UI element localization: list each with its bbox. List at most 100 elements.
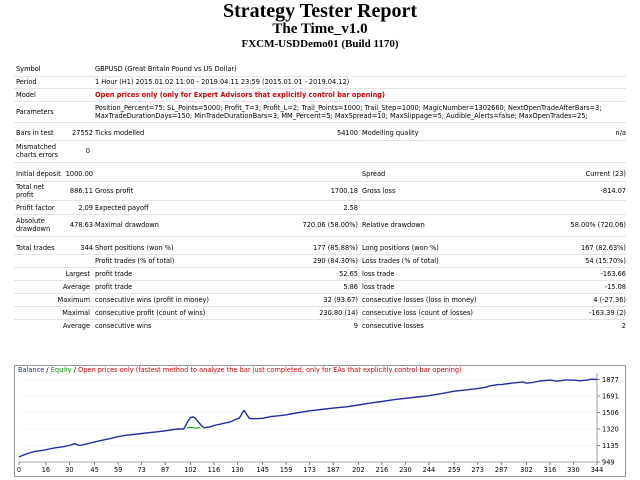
- x-tick-label: 259: [448, 466, 461, 474]
- parameters-line-2: MaxTradeDurationDays=150; MinTradeDurati…: [95, 112, 588, 120]
- x-tick-label: 287: [495, 466, 508, 474]
- spread-value: Current (23): [585, 170, 626, 178]
- absolute-drawdown-label: Absolute: [16, 217, 45, 225]
- row-divider: [14, 88, 626, 89]
- balance-chart: 0 16 30 45 59 73 87 102 116 130 145 159 173 187 202 216…: [14, 365, 626, 477]
- row-divider: [14, 254, 626, 255]
- series-line-equity: [186, 426, 201, 429]
- x-tick-label: 73: [137, 466, 145, 474]
- avg-consecutive-losses-value: 2: [621, 322, 626, 330]
- y-axis-ticks: 1877 1691 1506 1320 1135 949: [597, 376, 619, 467]
- x-tick-label: 87: [161, 466, 169, 474]
- x-axis-ticks: 0 16 30 45 59 73 87 102 116 130 145 159 173 187 202 216…: [17, 462, 603, 474]
- legend-separator: /: [71, 366, 79, 374]
- net-profit-value: 886.11: [69, 187, 93, 195]
- mismatch-label-2: charts errors: [16, 151, 59, 159]
- model-value: Open prices only (only for Expert Adviso…: [95, 91, 386, 99]
- symbol-value: GBPUSD (Great Britain Pound vs US Dollar…: [95, 65, 237, 73]
- total-trades-value: 344: [80, 244, 93, 252]
- net-profit-label-2: profit: [16, 191, 34, 199]
- row-divider: [14, 236, 626, 237]
- chart-legend: Balance / Equity / Open prices only (fas…: [18, 366, 462, 374]
- x-tick-label: 59: [114, 466, 122, 474]
- avg-consecutive-wins-label: consecutive wins: [95, 322, 152, 330]
- average-label: Average: [62, 283, 90, 291]
- avg-consecutive-wins-value: 9: [353, 322, 358, 330]
- row-divider: [14, 140, 626, 141]
- row-divider: [14, 162, 626, 163]
- profit-factor-value: 2.09: [78, 204, 93, 212]
- average-loss-value: -15.08: [604, 283, 626, 291]
- row-divider: [14, 267, 626, 268]
- relative-drawdown-value: 58.00% (720.06): [570, 221, 626, 229]
- expected-payoff-value: 2.58: [343, 204, 358, 212]
- mismatch-label: Mismatched: [16, 143, 57, 151]
- average-loss-label: loss trade: [362, 283, 395, 291]
- x-tick-label: 187: [327, 466, 340, 474]
- legend-equity: Equity: [50, 366, 72, 374]
- row-divider: [14, 306, 626, 307]
- row-divider: [14, 101, 626, 102]
- x-tick-label: 0: [17, 466, 21, 474]
- maximum-label: Maximum: [57, 296, 91, 304]
- row-divider: [14, 319, 626, 320]
- x-tick-label: 45: [90, 466, 98, 474]
- x-tick-label: 159: [280, 466, 293, 474]
- maximal-consecutive-loss-label: consecutive loss (count of losses): [362, 309, 473, 317]
- max-consecutive-wins-value: 32 (93.67): [323, 296, 358, 304]
- spread-label: Spread: [362, 170, 386, 178]
- absolute-drawdown-label-2: drawdown: [16, 225, 51, 233]
- y-tick-label: 1691: [602, 393, 619, 401]
- x-tick-label: 130: [231, 466, 244, 474]
- quality-label: Modelling quality: [362, 129, 419, 137]
- chart-frame: [14, 365, 626, 477]
- maximal-consecutive-loss-value: -163.39 (2): [589, 309, 626, 317]
- gross-loss-value: -814.07: [600, 187, 626, 195]
- maximal-drawdown-value: 720.06 (58.00%): [302, 221, 358, 229]
- x-tick-label: 330: [567, 466, 580, 474]
- avg-consecutive-losses-label: consecutive losses: [362, 322, 424, 330]
- largest-profit-label: profit trade: [95, 270, 133, 278]
- initial-deposit-label: Initial deposit: [16, 170, 61, 178]
- maximal-consecutive-profit-label: consecutive profit (count of wins): [95, 309, 206, 317]
- chart-grid: [19, 373, 598, 463]
- x-tick-label: 202: [352, 466, 365, 474]
- loss-trades-value: 54 (15.70%): [585, 257, 626, 265]
- x-tick-label: 116: [208, 466, 221, 474]
- parameters-label: Parameters: [16, 108, 54, 116]
- largest-label: Largest: [65, 270, 90, 278]
- y-tick-label: 1877: [602, 376, 619, 384]
- ticks-label: Ticks modelled: [95, 129, 145, 137]
- short-positions-value: 177 (85.88%): [313, 244, 358, 252]
- short-positions-label: Short positions (won %): [95, 244, 174, 252]
- x-tick-label: 244: [423, 466, 436, 474]
- model-label: Model: [16, 91, 36, 99]
- y-tick-label: 1506: [602, 409, 619, 417]
- largest-loss-value: -163.66: [600, 270, 626, 278]
- absolute-drawdown-value: 478.63: [69, 221, 93, 229]
- legend-model-note: Open prices only (fastest method to anal…: [78, 366, 462, 374]
- maximal-drawdown-label: Maximal drawdown: [95, 221, 159, 229]
- y-tick-label: 949: [602, 459, 615, 467]
- average-consecutive-label: Average: [62, 322, 90, 330]
- y-tick-label: 1320: [602, 426, 619, 434]
- profit-factor-label: Profit factor: [16, 204, 55, 212]
- relative-drawdown-label: Relative drawdown: [362, 221, 425, 229]
- x-tick-label: 316: [544, 466, 557, 474]
- row-divider: [14, 214, 626, 215]
- x-tick-label: 273: [471, 466, 484, 474]
- x-tick-label: 30: [65, 466, 73, 474]
- gross-profit-value: 1700.18: [330, 187, 358, 195]
- loss-trades-label: Loss trades (% of total): [362, 257, 439, 265]
- legend-separator: /: [44, 366, 51, 374]
- x-tick-label: 102: [184, 466, 197, 474]
- max-consecutive-losses-label: consecutive losses (loss in money): [362, 296, 477, 304]
- maximal-label: Maximal: [62, 309, 90, 317]
- gross-loss-label: Gross loss: [362, 187, 396, 195]
- largest-profit-value: 52.65: [339, 270, 358, 278]
- x-tick-label: 216: [376, 466, 389, 474]
- expected-payoff-label: Expected payoff: [95, 204, 149, 212]
- report-title: Strategy Tester Report: [222, 0, 418, 22]
- series-line-balance: [18, 378, 598, 458]
- x-tick-label: 16: [42, 466, 50, 474]
